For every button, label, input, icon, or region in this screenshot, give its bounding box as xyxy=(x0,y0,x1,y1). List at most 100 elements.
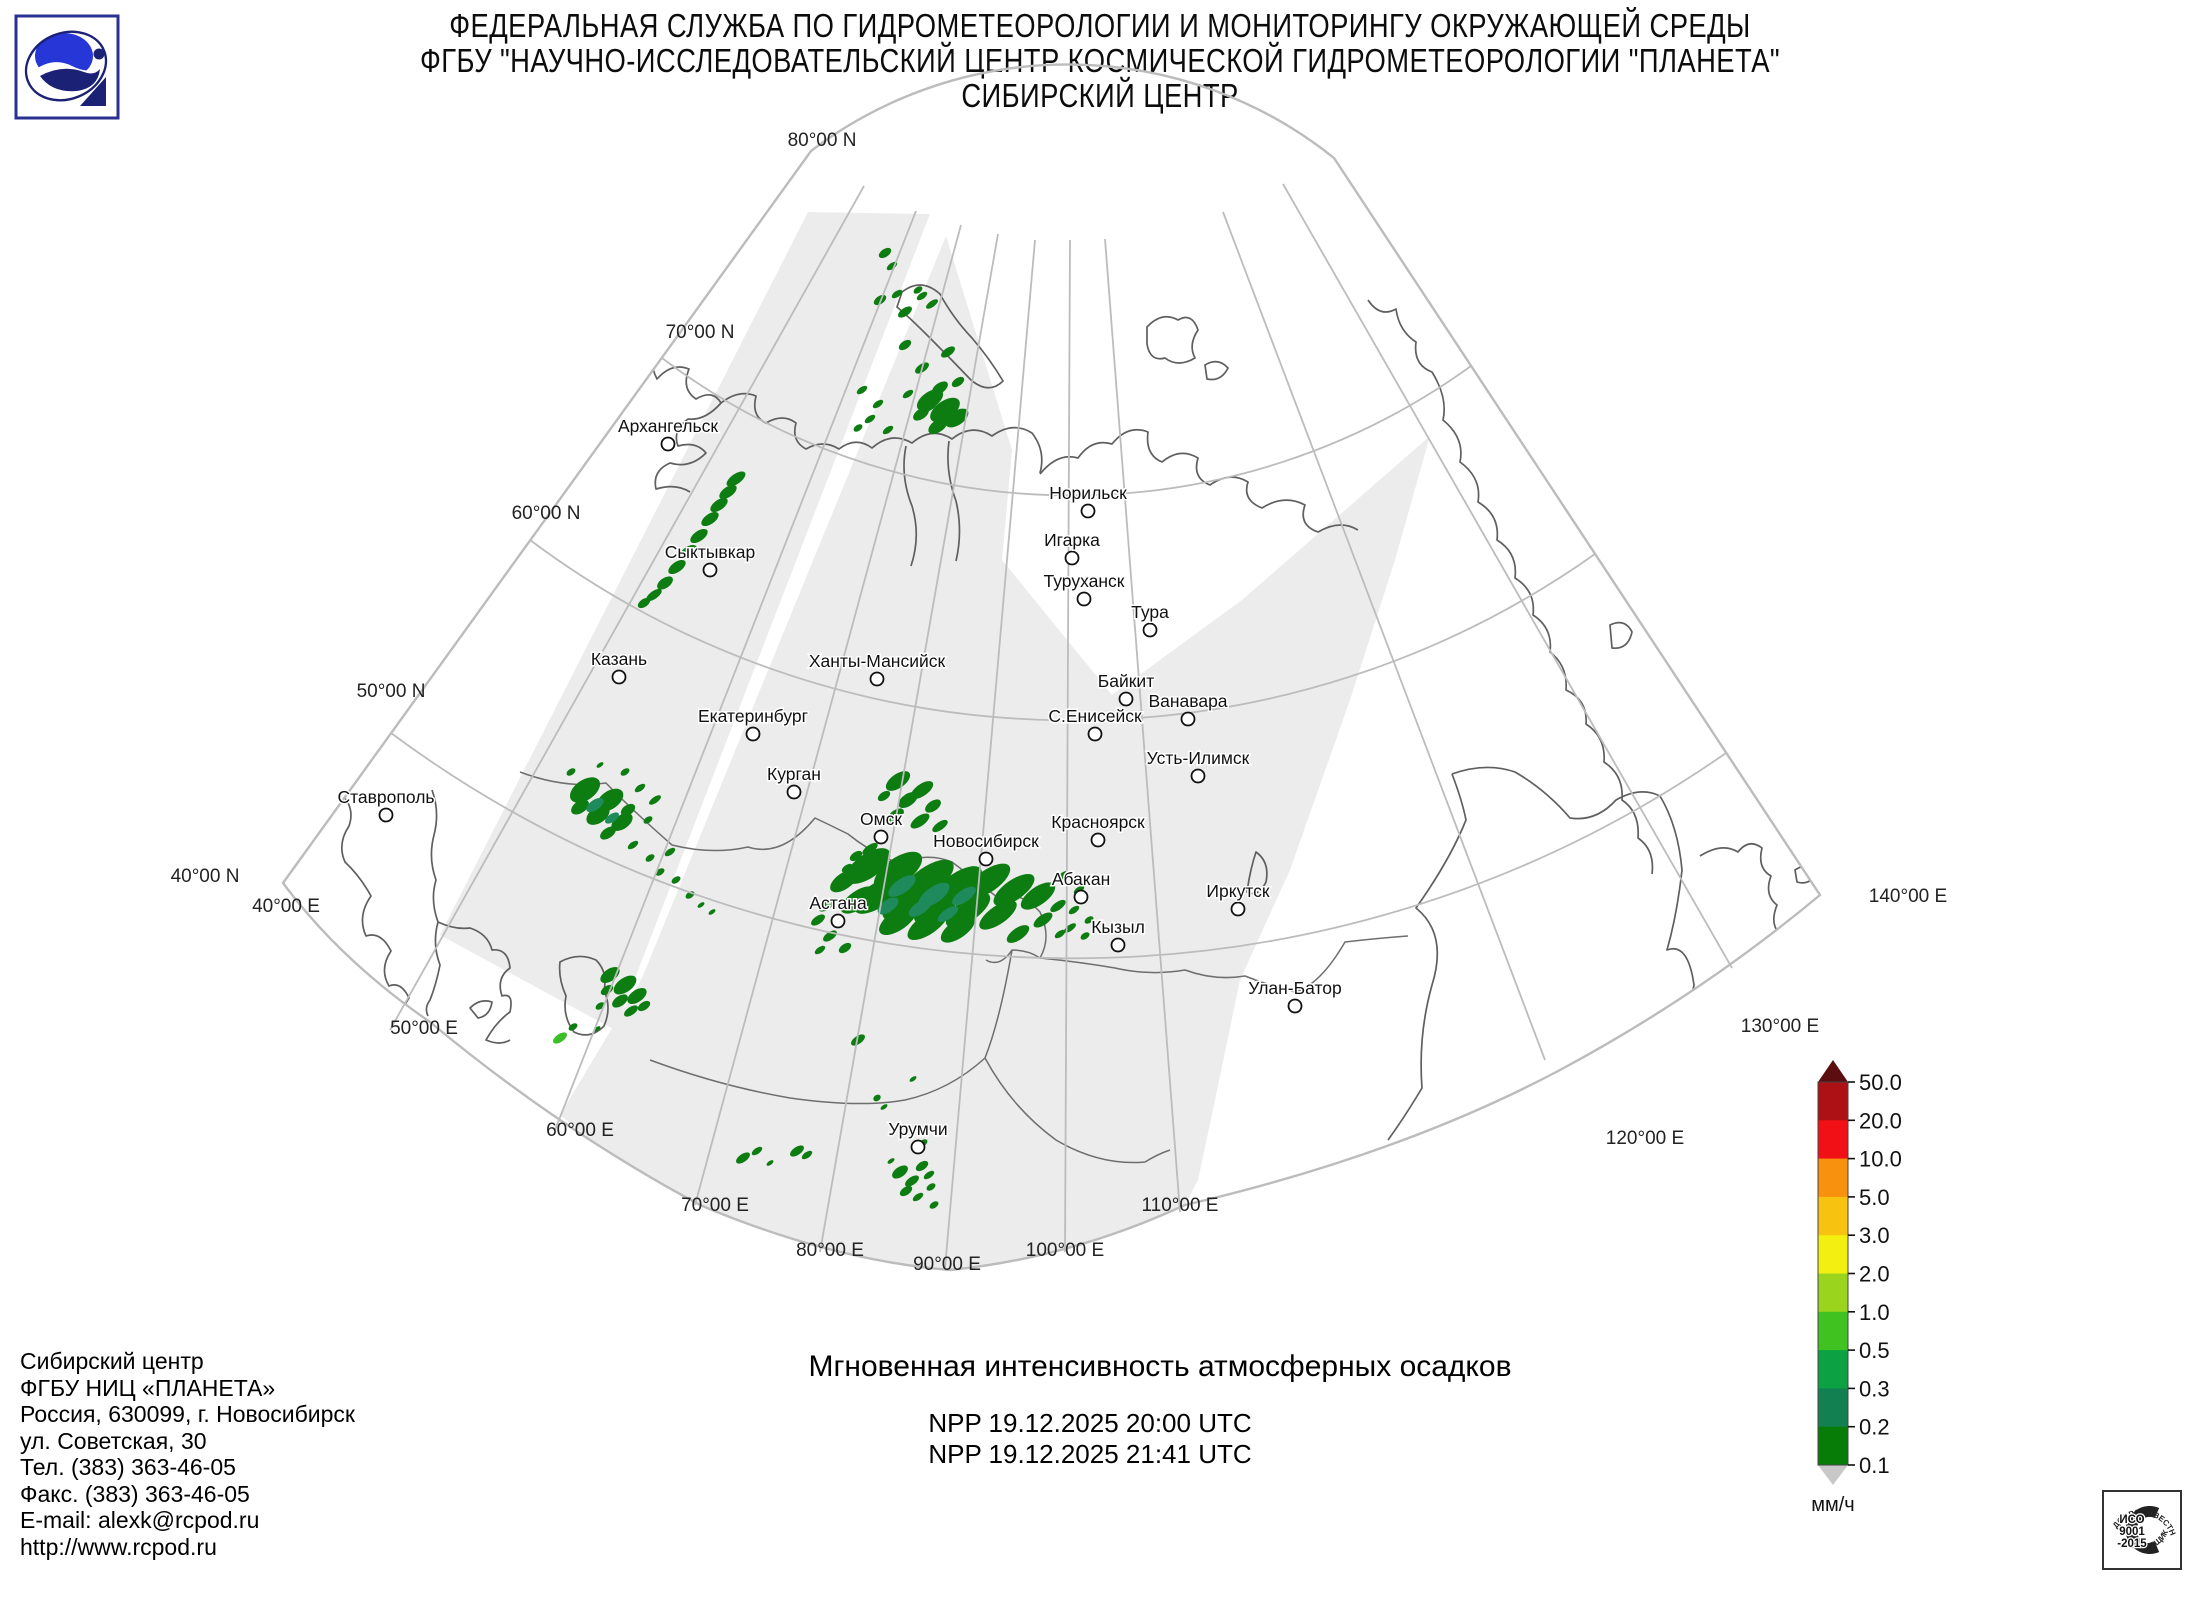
city-marker xyxy=(1289,1000,1302,1013)
city-label: Казань xyxy=(591,649,647,669)
city-label: Байкит xyxy=(1098,671,1154,691)
legend-arrow-bottom-icon xyxy=(1818,1465,1848,1485)
graticule-label: 50°00 N xyxy=(357,681,426,702)
legend-segment xyxy=(1818,1159,1848,1198)
legend-unit: мм/ч xyxy=(1811,1494,1854,1516)
contact-line: Сибирский центр xyxy=(20,1348,355,1375)
city-marker xyxy=(613,671,626,684)
graticule-label: 100°00 E xyxy=(1026,1240,1104,1261)
city-marker xyxy=(1066,552,1079,565)
city-label: Омск xyxy=(860,809,902,829)
city-label: Улан-Батор xyxy=(1248,978,1342,998)
contact-line: Факс. (383) 363-46-05 xyxy=(20,1481,355,1508)
city-label: Ванавара xyxy=(1148,691,1227,711)
legend-tick-label: 2.0 xyxy=(1859,1262,1890,1287)
coastline xyxy=(470,1001,492,1018)
coastline xyxy=(1700,844,1785,960)
city-marker xyxy=(747,728,760,741)
legend-tick-label: 5.0 xyxy=(1859,1185,1890,1210)
city-marker xyxy=(788,786,801,799)
legend-tick-label: 20.0 xyxy=(1859,1108,1902,1133)
contact-line: ул. Советская, 30 xyxy=(20,1428,355,1455)
city-label: Абакан xyxy=(1052,869,1110,889)
city-marker xyxy=(980,853,993,866)
city-label: Усть-Илимск xyxy=(1147,748,1250,768)
city-label: Тура xyxy=(1131,602,1169,622)
city-label: Сыктывкар xyxy=(665,542,755,562)
city-marker xyxy=(662,438,675,451)
map-clipped-layers xyxy=(236,212,1818,1270)
city-label: Туруханск xyxy=(1044,571,1125,591)
legend-tick-label: 3.0 xyxy=(1859,1223,1890,1248)
legend-segment xyxy=(1818,1312,1848,1351)
legend-segment xyxy=(1818,1082,1848,1121)
contact-line: ФГБУ НИЦ «ПЛАНЕТА» xyxy=(20,1375,355,1402)
city-marker xyxy=(380,809,393,822)
graticule-label: 90°00 E xyxy=(913,1254,981,1275)
precipitation-map-page: { "header": { "line1": "ФЕДЕРАЛЬНАЯ СЛУЖ… xyxy=(0,0,2200,1600)
graticule-label: 120°00 E xyxy=(1606,1128,1684,1149)
iso-text-2: 9001 xyxy=(2119,1526,2145,1538)
legend-segment xyxy=(1818,1120,1848,1159)
city-marker xyxy=(912,1141,925,1154)
city-marker xyxy=(704,564,717,577)
graticule-label: 60°00 E xyxy=(546,1120,614,1141)
graticule-label: 130°00 E xyxy=(1741,1016,1819,1037)
contact-block: Сибирский центр ФГБУ НИЦ «ПЛАНЕТА» Росси… xyxy=(20,1348,355,1560)
graticule-label: 80°00 E xyxy=(796,1240,864,1261)
legend-segment xyxy=(1818,1235,1848,1274)
coastline xyxy=(1452,767,1694,1070)
city-label: Архангельск xyxy=(618,416,718,436)
city-marker xyxy=(871,673,884,686)
contact-line-url: http://www.rcpod.ru xyxy=(20,1534,355,1561)
product-title: Мгновенная интенсивность атмосферных оса… xyxy=(540,1350,1780,1384)
city-marker xyxy=(1075,891,1088,904)
timestamp-2: NPP 19.12.2025 21:41 UTC xyxy=(540,1439,1640,1470)
city-marker xyxy=(1182,713,1195,726)
city-marker xyxy=(1082,505,1095,518)
coastline xyxy=(1610,623,1632,649)
legend-segment xyxy=(1818,1274,1848,1313)
precip-cell xyxy=(896,304,914,320)
city-label: Екатеринбург xyxy=(698,706,808,726)
city-label: С.Енисейск xyxy=(1048,706,1142,726)
city-label: Кызыл xyxy=(1091,917,1145,937)
legend-tick-label: 0.3 xyxy=(1859,1376,1890,1401)
contact-line: Тел. (383) 363-46-05 xyxy=(20,1454,355,1481)
city-label: Иркутск xyxy=(1206,881,1269,901)
coastline xyxy=(1388,774,1466,1140)
legend-arrow-top-icon xyxy=(1818,1060,1848,1082)
graticule-label: 70°00 E xyxy=(681,1195,749,1216)
city-label: Новосибирск xyxy=(933,831,1039,851)
graticule-label: 80°00 N xyxy=(788,130,857,151)
city-label: Астана xyxy=(809,893,867,913)
legend-segment xyxy=(1818,1427,1848,1466)
precip-cell xyxy=(852,423,864,434)
graticule-label: 70°00 N xyxy=(666,322,735,343)
iso-text-3: -2015 xyxy=(2117,1538,2147,1550)
precip-cell xyxy=(551,1030,569,1046)
legend-colorbar: 50.020.010.05.03.02.01.00.50.30.20.1мм/ч xyxy=(1811,1060,1902,1516)
city-label: Красноярск xyxy=(1051,812,1145,832)
legend-tick-label: 0.1 xyxy=(1859,1453,1890,1478)
iso-badge-icon: ДОБРОСОВЕСТНЫЙ ПОСТАВЩИК ИСО 9001 -2015 xyxy=(2102,1490,2182,1570)
graticule-label: 140°00 E xyxy=(1869,886,1947,907)
city-marker xyxy=(1120,693,1133,706)
timestamp-1: NPP 19.12.2025 20:00 UTC xyxy=(540,1408,1640,1439)
city-label: Игарка xyxy=(1044,530,1100,550)
legend-tick-label: 0.5 xyxy=(1859,1338,1890,1363)
graticule-label: 40°00 E xyxy=(252,896,320,917)
city-marker xyxy=(1112,939,1125,952)
contact-line-email: E-mail: alexk@rcpod.ru xyxy=(20,1507,355,1534)
legend-segment xyxy=(1818,1388,1848,1427)
coverage-swath-layer xyxy=(440,212,1430,1270)
coastline xyxy=(1147,317,1198,363)
graticule-label: 110°00 E xyxy=(1142,1195,1219,1216)
city-label: Ханты-Мансийск xyxy=(809,651,946,671)
coastline xyxy=(426,790,440,1016)
city-label: Норильск xyxy=(1049,483,1127,503)
contact-line: Россия, 630099, г. Новосибирск xyxy=(20,1401,355,1428)
timestamp-block: NPP 19.12.2025 20:00 UTC NPP 19.12.2025 … xyxy=(540,1408,1640,1470)
city-label: Ставрополь xyxy=(337,787,434,807)
legend-tick-label: 50.0 xyxy=(1859,1070,1902,1095)
